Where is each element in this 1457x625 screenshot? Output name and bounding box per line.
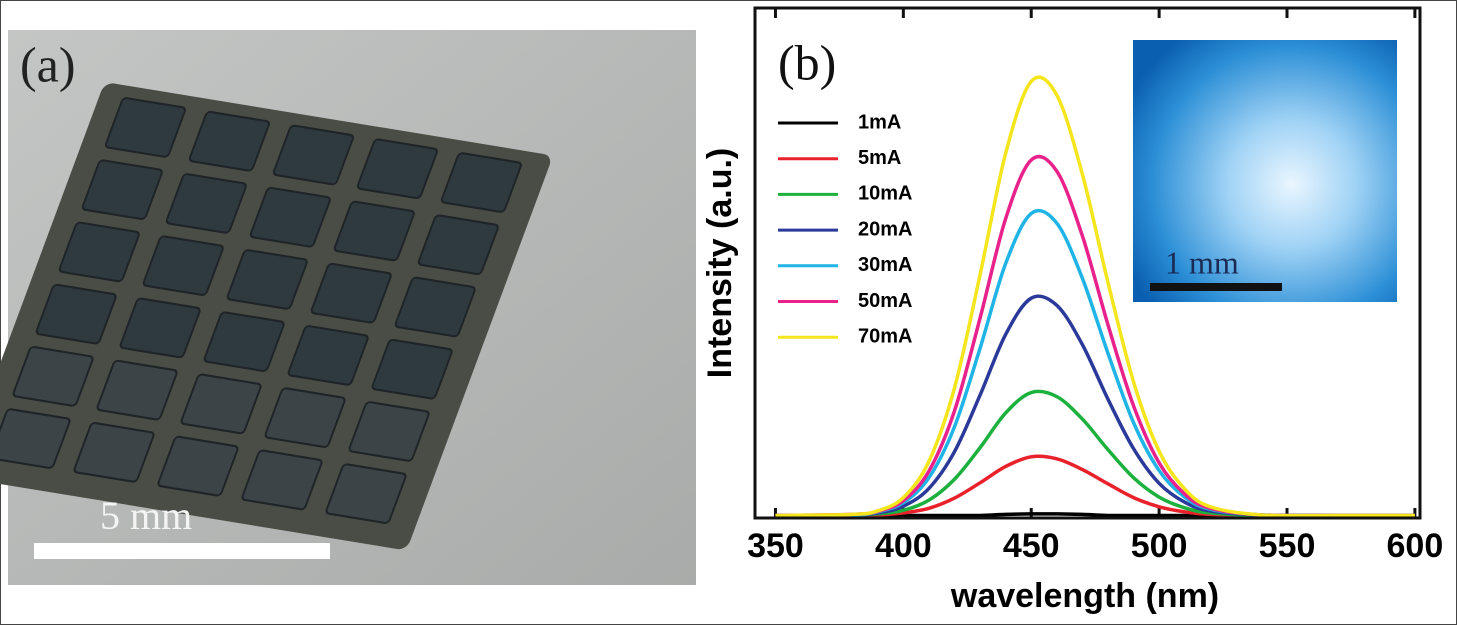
legend-label: 70mA	[858, 325, 912, 347]
scale-bar-label: 5 mm	[100, 493, 192, 538]
x-tick-label: 350	[747, 527, 804, 565]
x-tick-label: 400	[875, 527, 932, 565]
legend-label: 10mA	[858, 183, 912, 205]
legend-label: 1mA	[858, 111, 901, 133]
x-tick-label: 450	[1003, 527, 1060, 565]
panel-label: (a)	[20, 36, 76, 92]
scale-bar	[34, 543, 330, 559]
legend-label: 30mA	[858, 254, 912, 276]
legend-label: 5mA	[858, 147, 901, 169]
x-tick-label: 600	[1387, 527, 1444, 565]
legend-label: 50mA	[858, 290, 912, 312]
x-axis-label: wavelength (nm)	[950, 577, 1219, 615]
panel-label: (b)	[778, 34, 836, 90]
x-tick-label: 550	[1259, 527, 1316, 565]
inset-scale-bar	[1150, 283, 1282, 291]
legend-label: 20mA	[858, 218, 912, 240]
figure: (a) 5 mm 1 mm (b) Intensity (a.u.) wavel…	[0, 0, 1457, 625]
x-tick-label: 500	[1131, 527, 1188, 565]
inset-scale-label: 1 mm	[1165, 244, 1239, 280]
y-axis-label: Intensity (a.u.)	[701, 148, 739, 378]
